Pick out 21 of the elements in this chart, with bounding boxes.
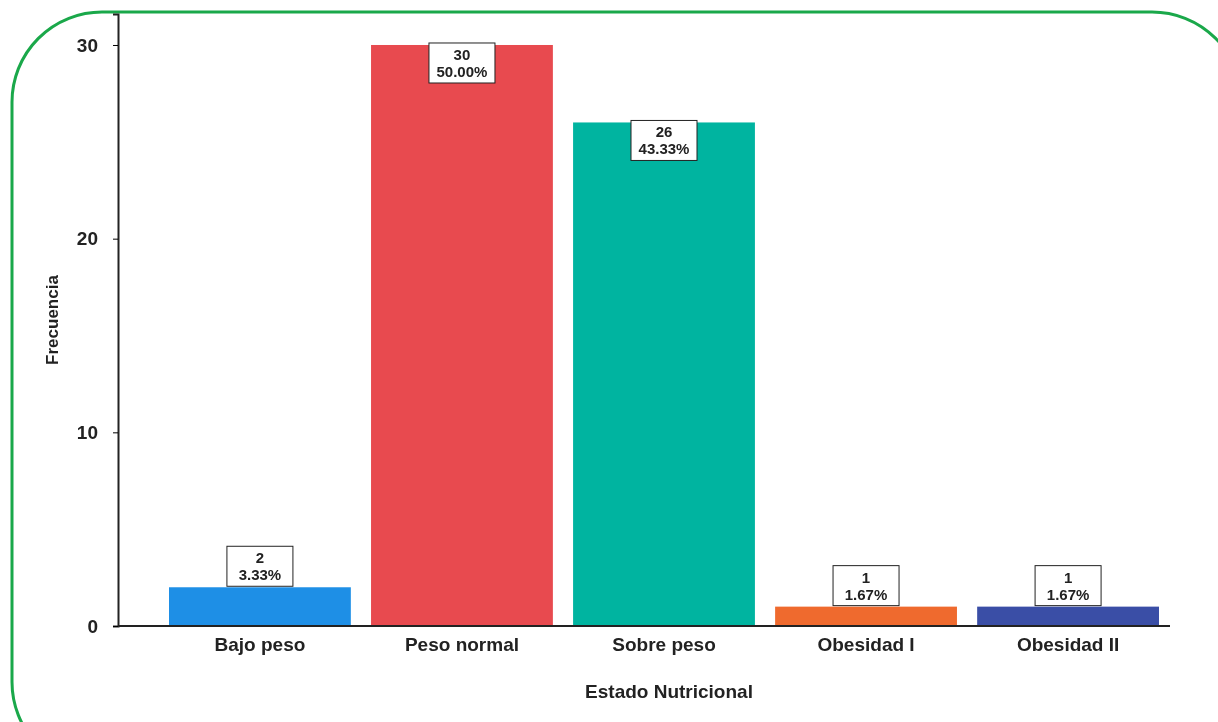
y-tick-label: 10 [76, 421, 98, 443]
bar [775, 606, 957, 626]
x-tick-label: Obesidad II [1016, 634, 1120, 655]
data-label: 1 1.67% [1046, 568, 1090, 603]
data-label: 1 1.67% [844, 568, 888, 603]
bar [977, 606, 1159, 626]
data-label: 2 3.33% [238, 549, 282, 584]
y-axis-title: Frecuencia [43, 274, 62, 365]
x-tick-label: Peso normal [404, 634, 519, 655]
y-tick-label: 30 [76, 34, 98, 56]
x-tick-label: Bajo peso [214, 634, 306, 655]
y-tick-label: 20 [76, 228, 98, 250]
data-label: 30 50.00% [436, 45, 488, 80]
y-tick-label: 0 [87, 615, 98, 637]
x-tick-label: Obesidad I [817, 634, 915, 655]
data-label: 26 43.33% [638, 123, 690, 158]
bar [371, 44, 553, 626]
bar [573, 122, 755, 626]
x-axis-title: Estado Nutricional [585, 681, 753, 702]
bar [169, 587, 351, 626]
x-tick-label: Sobre peso [612, 634, 716, 655]
